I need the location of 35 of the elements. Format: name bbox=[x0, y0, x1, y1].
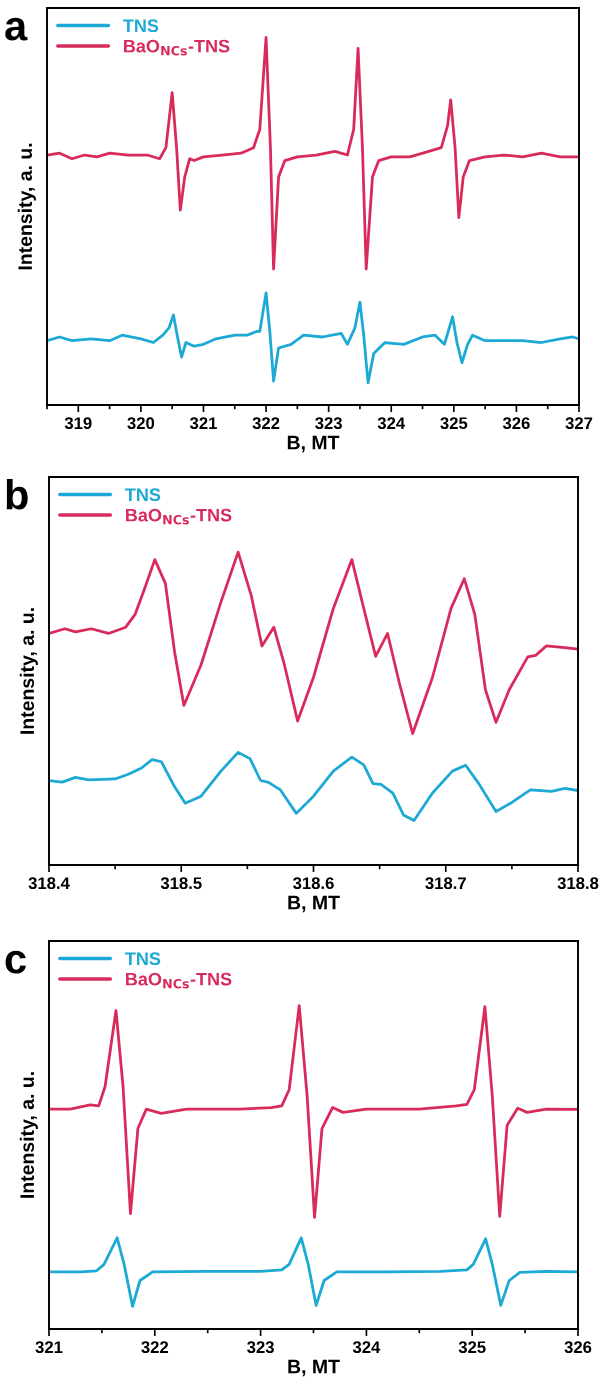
chart-title: c bbox=[5, 950, 26, 974]
x-tick-label: 319 bbox=[64, 417, 92, 430]
chart-title: a bbox=[5, 17, 28, 41]
x-tick-label: 322 bbox=[141, 1341, 169, 1354]
x-tick-label: 323 bbox=[247, 1341, 274, 1354]
legend-label: BaO$_{NCs}$-TNS bbox=[126, 508, 232, 525]
x-axis-title: B, MT bbox=[287, 435, 340, 453]
x-tick-label: 323 bbox=[315, 417, 342, 430]
x-tick-label: 318.5 bbox=[160, 877, 202, 890]
y-axis-title: Intensity, a. u. bbox=[19, 1072, 38, 1198]
x-axis-title: B, MT bbox=[288, 1359, 340, 1377]
legend-label: BaO$_{NCs}$-TNS bbox=[124, 39, 230, 56]
x-tick-label: 326 bbox=[502, 417, 530, 430]
x-tick-label: 327 bbox=[565, 417, 593, 430]
x-tick-label: 318.7 bbox=[425, 877, 466, 890]
legend-label: TNS bbox=[123, 19, 159, 33]
legend-label: TNS bbox=[125, 488, 161, 502]
legend-label: BaO$_{NCs}$-TNS bbox=[126, 972, 232, 989]
x-tick-label: 318.4 bbox=[28, 877, 70, 890]
x-axis-title: B, MT bbox=[288, 895, 340, 913]
x-tick-label: 325 bbox=[458, 1341, 486, 1354]
y-axis-title: Intensity, a. u. bbox=[17, 143, 36, 270]
legend-label: TNS bbox=[125, 952, 161, 966]
x-tick-label: 321 bbox=[35, 1341, 63, 1354]
x-tick-label: 325 bbox=[440, 417, 468, 430]
x-tick-label: 318.8 bbox=[557, 877, 599, 890]
chart-title: b bbox=[6, 479, 28, 510]
x-tick-label: 320 bbox=[127, 417, 155, 430]
x-tick-label: 326 bbox=[564, 1341, 592, 1354]
y-axis-title: Intensity, a. u. bbox=[19, 608, 38, 734]
x-tick-label: 322 bbox=[252, 417, 280, 430]
x-tick-label: 321 bbox=[189, 417, 217, 430]
x-tick-label: 324 bbox=[352, 1341, 381, 1354]
x-tick-label: 324 bbox=[377, 417, 406, 430]
x-tick-label: 318.6 bbox=[293, 877, 334, 890]
